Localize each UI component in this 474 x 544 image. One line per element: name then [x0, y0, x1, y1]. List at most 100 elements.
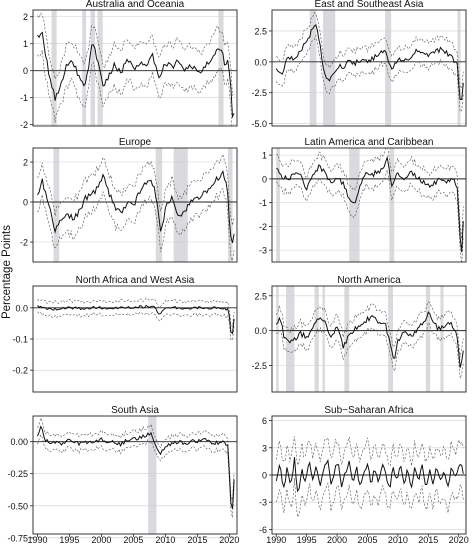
lower-band-line: [276, 321, 464, 379]
y-axis-label: Percentage Points: [1, 225, 13, 319]
shaded-period: [322, 286, 325, 392]
panel-0: 2 1 0 -1 -2 Australia and Oceania: [20, 0, 238, 130]
y-tick-label: -6: [259, 525, 267, 535]
x-tick-label: 2020: [449, 535, 469, 544]
y-tick-label: 0.0: [254, 57, 267, 67]
y-tick-label: 1: [23, 39, 28, 49]
panel-5: 2.5 0.0 -2.5 North America: [251, 275, 467, 393]
x-tick-label: 2005: [357, 535, 377, 544]
upper-band-line: [276, 436, 464, 467]
panel-frame: [32, 415, 238, 535]
shaded-period: [276, 286, 279, 392]
x-tick-label: 1995: [297, 535, 317, 544]
y-tick-label: 0.00: [10, 437, 28, 447]
y-tick-label: -5.0: [251, 119, 267, 129]
panel-title: North Africa and West Asia: [76, 275, 195, 286]
y-tick-label: -3: [259, 246, 267, 256]
upper-band-line: [276, 12, 464, 89]
panel-frame: [32, 9, 238, 127]
y-tick-label: -1: [259, 198, 267, 208]
shaded-period: [389, 148, 395, 262]
lower-band-line: [37, 187, 235, 262]
estimate-line: [37, 304, 235, 335]
shaded-period: [440, 286, 444, 392]
panel-frame: [32, 147, 238, 263]
y-tick-label: -2.5: [251, 88, 267, 98]
shaded-period: [53, 148, 60, 262]
y-tick-label: -2: [20, 238, 28, 248]
lower-band-line: [276, 477, 464, 518]
shaded-period: [385, 10, 392, 126]
lower-band-line: [37, 311, 235, 341]
y-tick-label: 6: [262, 416, 267, 426]
shaded-period: [155, 148, 163, 262]
y-tick-label: -3: [259, 498, 267, 508]
lower-band-line: [37, 50, 233, 126]
y-tick-label: -2: [259, 222, 267, 232]
shaded-period: [90, 10, 96, 126]
y-tick-label: 2: [23, 158, 28, 168]
y-tick-label: -0.2: [12, 366, 28, 376]
upper-band-line: [276, 301, 464, 358]
y-tick-label: -0.50: [7, 501, 28, 511]
y-tick-label: -0.25: [7, 469, 28, 479]
y-tick-label: -0.1: [12, 335, 28, 345]
x-tick-label: 2015: [418, 535, 438, 544]
shaded-period: [285, 286, 295, 392]
upper-band-line: [37, 417, 235, 501]
y-tick-label: 2.5: [254, 26, 267, 36]
shaded-period: [425, 286, 431, 392]
panel-4: 0.0 -0.1 -0.2 North Africa and West Asia: [12, 275, 238, 393]
panel-title: Latin America and Caribbean: [305, 137, 434, 148]
panel-title: South Asia: [111, 405, 159, 416]
panel-title: North America: [337, 275, 401, 286]
x-tick-label: 2000: [327, 535, 347, 544]
panel-title: Australia and Oceania: [86, 0, 185, 10]
shaded-period: [349, 148, 360, 262]
x-tick-label: 2005: [123, 535, 143, 544]
panel-frame: [271, 285, 467, 393]
estimate-line: [275, 311, 464, 368]
shaded-period: [218, 10, 224, 126]
panel-title: Sub−Saharan Africa: [324, 405, 414, 416]
x-tick-label: 2010: [388, 535, 408, 544]
panel-2: 2 0 -2 Europe: [20, 137, 238, 263]
panel-7: 6 3 0 -3 -6 Sub−Saharan Africa 1990 1995 2000 200…: [259, 405, 469, 544]
shaded-period: [276, 148, 280, 262]
estimate-line: [37, 169, 235, 244]
upper-band-line: [276, 148, 464, 239]
y-tick-label: -2.5: [251, 361, 267, 371]
panel-title: Europe: [119, 137, 152, 148]
y-tick-label: 0: [23, 66, 28, 76]
y-tick-label: 0: [262, 174, 267, 184]
estimate-line: [37, 31, 235, 119]
shaded-period: [97, 10, 103, 126]
estimate-line: [276, 155, 464, 253]
x-tick-label: 1995: [59, 535, 79, 544]
shaded-period: [173, 148, 188, 262]
shaded-period: [388, 286, 394, 392]
upper-band-line: [37, 297, 235, 328]
estimate-line: [275, 457, 464, 493]
panel-frame: [32, 285, 238, 393]
panel-frame: [271, 147, 467, 263]
x-tick-label: 2020: [219, 535, 239, 544]
y-tick-label: 0: [23, 198, 28, 208]
shaded-period: [323, 10, 336, 126]
y-tick-label: 2: [23, 12, 28, 22]
lower-band-line: [276, 34, 464, 113]
estimate-line: [275, 24, 464, 101]
shaded-period: [148, 416, 157, 534]
panel-3: 1 0 -1 -2 -3 Latin America and Caribbean: [259, 137, 467, 263]
estimate-line: [37, 425, 235, 509]
x-tick-label: 2010: [155, 535, 175, 544]
x-tick-label: 2000: [91, 535, 111, 544]
lower-band-line: [37, 434, 235, 518]
upper-band-line: [37, 153, 235, 226]
panel-frame: [271, 9, 467, 127]
y-tick-label: 2.5: [254, 291, 267, 301]
shaded-period: [51, 10, 57, 126]
panel-6: 0.00 -0.25 -0.50 -0.75 South Asia 1990 1995 200…: [7, 405, 239, 544]
y-tick-label: -2: [20, 120, 28, 130]
